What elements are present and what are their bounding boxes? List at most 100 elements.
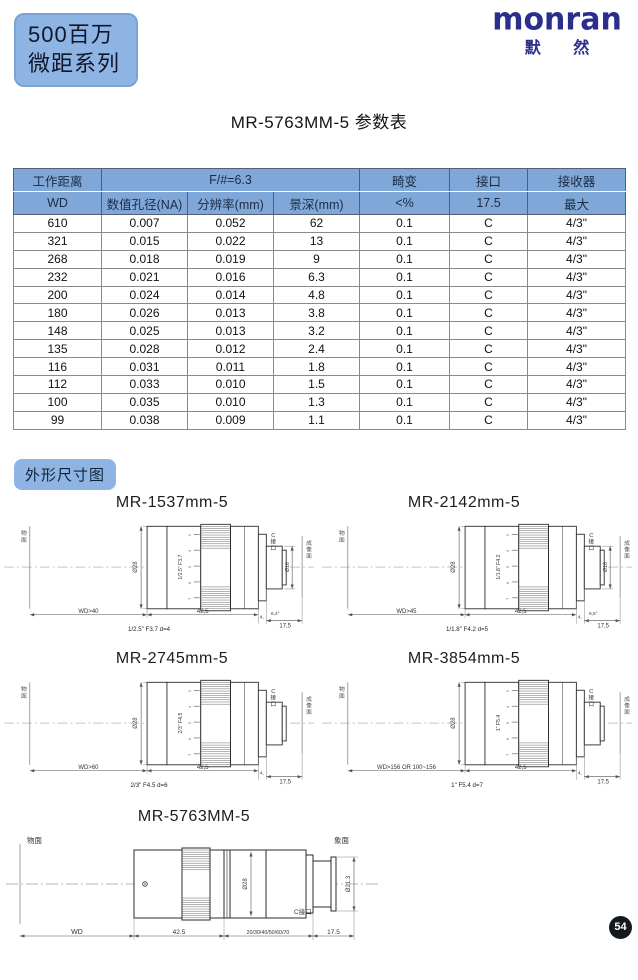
table-cell: 180 [13,303,102,323]
table-cell: 0.035 [101,392,188,412]
col-working-distance: 工作距离 [13,168,102,192]
table-cell: C [449,357,528,377]
table-cell: C [449,410,528,430]
svg-text:面: 面 [21,537,27,544]
table-cell: 1.3 [273,392,360,412]
table-cell: 0.033 [101,375,188,394]
table-cell: C [449,392,528,412]
svg-text:3: 3 [506,690,510,692]
table-cell: 0.052 [187,214,274,233]
svg-text:面: 面 [339,537,345,544]
svg-text:WD>60: WD>60 [78,765,99,771]
spec-table-body: 610 0.007 0.052 62 0.1 C 4/3" 321 0.015 0.022 13 0.… [13,214,626,430]
table-cell: 148 [13,321,102,341]
table-cell: 0.025 [101,321,188,341]
table-cell: 0.038 [101,410,188,430]
table-cell: 4/3" [527,285,626,305]
table-cell: 4/3" [527,392,626,412]
table-cell: 0.1 [359,410,450,430]
table-cell: 4/3" [527,303,626,323]
svg-text:物: 物 [21,685,27,693]
table-row: 232 0.021 0.016 6.3 0.1 C 4/3" [13,267,626,287]
svg-text:1" F5.4: 1" F5.4 [496,715,502,732]
brand-chinese-name: 默 然 [524,40,604,57]
table-cell: 100 [13,392,102,412]
table-cell: 2.4 [273,339,360,359]
svg-text:面: 面 [624,553,630,560]
table-cell: 1.1 [273,410,360,430]
table-row: 135 0.028 0.012 2.4 0.1 C 4/3" [13,339,626,359]
table-cell: 0.013 [187,321,274,341]
series-badge-line1: 500百万 [28,22,114,47]
table-cell: 0.014 [187,285,274,305]
svg-text:成: 成 [624,695,630,703]
table-cell: 0.1 [359,285,450,305]
table-cell: 99 [13,410,102,430]
svg-text:WD>40: WD>40 [78,609,99,615]
lens-diagram-3: MR-2745mm-5 物面 Ø28 2/3" F4.5 3 4 5 6 7 C 接口成像面 WD>6… [0,650,318,792]
svg-text:Ø28: Ø28 [451,561,457,573]
svg-text:Ø16: Ø16 [285,562,291,572]
svg-text:接: 接 [270,694,276,702]
svg-text:Ø28: Ø28 [451,717,457,729]
svg-text:6: 6 [188,582,192,584]
subcol-dof: 景深(mm) [273,191,360,215]
lens-diagram-1: MR-1537mm-5 物面 Ø28 1/2.5" F3.7 3 4 5 6 7 C 接口成像面 Ø1… [0,494,318,636]
subcol-distortion-pct: <% [359,191,450,215]
brand-logo: monran 默 然 [482,1,632,58]
svg-text:象面: 象面 [334,835,349,845]
svg-text:17.5: 17.5 [327,929,340,936]
table-cell: 135 [13,339,102,359]
lens-drawing: 物面 Ø28 C接口 Ø21.3 象面 WD 42.5 20/30/40/50/60/70 17… [6,835,378,940]
table-cell: C [449,267,528,287]
svg-text:Ø28: Ø28 [133,717,139,729]
svg-text:口: 口 [588,545,594,552]
table-cell: 9 [273,249,360,269]
svg-text:4,: 4, [260,771,264,777]
table-row: 100 0.035 0.010 1.3 0.1 C 4/3" [13,392,626,412]
table-cell: 321 [13,231,102,251]
svg-text:成: 成 [306,695,312,703]
table-cell: 4/3" [527,410,626,430]
table-cell: 4/3" [527,321,626,341]
page-number-badge: 54 [609,916,632,939]
svg-text:4: 4 [506,550,510,552]
svg-text:像: 像 [624,702,630,710]
svg-text:17,5: 17,5 [597,780,609,786]
svg-text:17,5: 17,5 [279,624,291,630]
subcol-resolution: 分辨率(mm) [187,191,274,215]
table-cell: 0.010 [187,392,274,412]
lens-diagram-4: MR-3854mm-5 物面 Ø28 1" F5.4 3 4 5 6 7 C 接口成像面 WD>156… [318,650,636,792]
svg-text:WD>156 OR 100~156: WD>156 OR 100~156 [377,765,437,771]
svg-text:面: 面 [624,709,630,716]
svg-text:4,: 4, [578,615,582,621]
svg-text:4: 4 [188,550,192,552]
svg-text:Ø21.3: Ø21.3 [346,875,352,892]
table-row: 268 0.018 0.019 9 0.1 C 4/3" [13,249,626,269]
svg-text:物: 物 [339,685,345,693]
svg-text:面: 面 [21,693,27,700]
table-row: 148 0.025 0.013 3.2 0.1 C 4/3" [13,321,626,341]
col-sensor: 接收器 [527,168,626,192]
table-cell: C [449,321,528,341]
table-cell: 4/3" [527,231,626,251]
table-cell: 0.019 [187,249,274,269]
col-distortion: 畸变 [359,168,450,192]
table-cell: 0.1 [359,357,450,377]
svg-text:42,5: 42,5 [515,609,527,615]
svg-text:4,: 4, [260,615,264,621]
table-cell: 112 [13,375,102,394]
table-cell: 4/3" [527,375,626,394]
diagram-title: MR-2142mm-5 [407,494,521,511]
table-cell: 1.8 [273,357,360,377]
table-cell: 0.007 [101,214,188,233]
lens-diagram-2: MR-2142mm-5 物面 Ø28 1/1.8" F4.2 3 4 5 6 7 C 接口成像面 Ø1… [318,494,636,636]
table-cell: 0.024 [101,285,188,305]
svg-text:4: 4 [188,706,192,708]
svg-text:42.5: 42.5 [173,929,186,936]
svg-text:C: C [271,689,275,695]
svg-text:接: 接 [588,538,594,546]
table-cell: 610 [13,214,102,233]
